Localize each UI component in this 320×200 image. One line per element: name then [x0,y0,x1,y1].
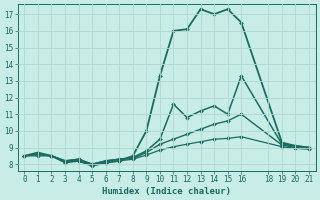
X-axis label: Humidex (Indice chaleur): Humidex (Indice chaleur) [102,187,231,196]
